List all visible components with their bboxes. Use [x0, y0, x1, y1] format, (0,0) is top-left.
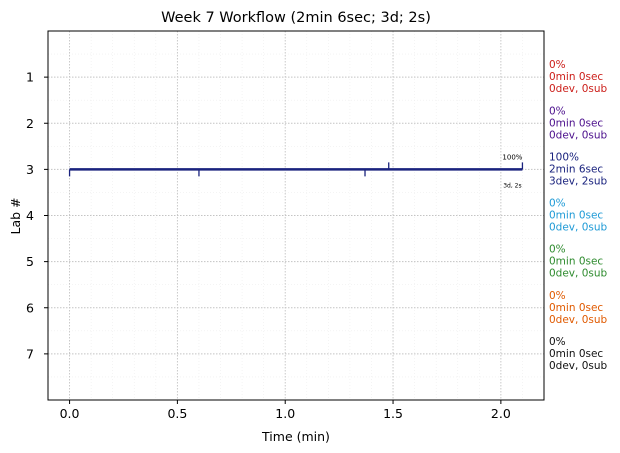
legend-counts: 0dev, 0sub: [549, 222, 608, 234]
legend-counts: 3dev, 2sub: [549, 175, 608, 187]
y-axis-label: Lab #: [8, 197, 23, 234]
legend-time: 0min 0sec: [549, 71, 603, 83]
y-tick-label: 1: [26, 70, 34, 85]
x-tick-label: 0.0: [60, 406, 80, 421]
x-axis-label: Time (min): [261, 429, 330, 444]
legend-time: 0min 0sec: [549, 210, 603, 222]
legend-percent: 0%: [549, 105, 566, 117]
legend-percent: 0%: [549, 244, 566, 256]
x-axis-ticks: 0.0 0.5 1.0 1.5 2.0: [60, 400, 511, 421]
plot-frame: [47, 30, 545, 401]
legend-counts: 0dev, 0sub: [549, 314, 608, 326]
major-grid: [48, 31, 544, 400]
y-tick-label: 7: [26, 346, 34, 361]
y-tick-label: 4: [26, 208, 34, 223]
x-tick-label: 1.5: [383, 406, 403, 421]
lab-3-end-percent: 100%: [502, 153, 522, 161]
lab-3-end-counts: 3d, 2s: [503, 182, 521, 189]
x-tick-label: 1.0: [275, 406, 295, 421]
legend-time: 0min 0sec: [549, 117, 603, 129]
y-tick-label: 3: [26, 162, 34, 177]
chart-title: Week 7 Workflow (2min 6sec; 3d; 2s): [161, 10, 431, 26]
legend-time: 0min 0sec: [549, 348, 603, 360]
legend-time: 2min 6sec: [549, 163, 603, 175]
x-tick-label: 0.5: [167, 406, 187, 421]
legend-counts: 0dev, 0sub: [549, 83, 608, 95]
data-marks: 100% 3d, 2s: [68, 153, 524, 189]
y-axis-ticks: 1 2 3 4 5 6 7: [26, 70, 48, 361]
legend-time: 0min 0sec: [549, 256, 603, 268]
legend-percent: 0%: [549, 198, 566, 210]
y-tick-label: 5: [26, 254, 34, 269]
legend-percent: 0%: [549, 59, 566, 71]
legend-counts: 0dev, 0sub: [549, 129, 608, 141]
legend-percent: 0%: [549, 290, 566, 302]
y-tick-label: 6: [26, 300, 34, 315]
legend-percent: 0%: [549, 336, 566, 348]
legend-counts: 0dev, 0sub: [549, 360, 608, 372]
x-tick-label: 2.0: [491, 406, 511, 421]
minor-grid: [47, 31, 545, 400]
y-tick-label: 2: [26, 116, 34, 131]
legend-percent: 100%: [549, 151, 579, 163]
legend-counts: 0dev, 0sub: [549, 268, 608, 280]
legend-time: 0min 0sec: [549, 302, 603, 314]
